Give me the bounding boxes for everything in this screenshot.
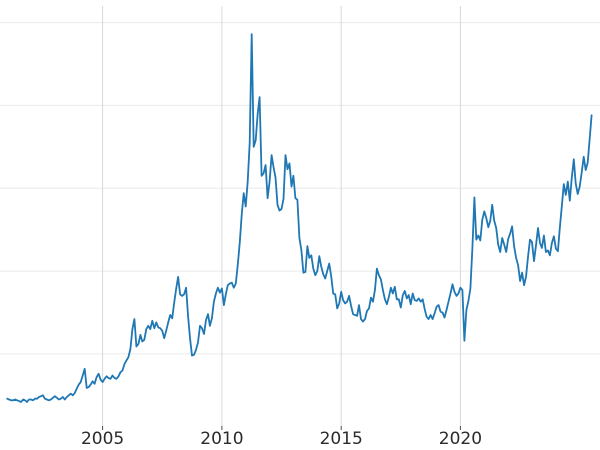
x-tick-label: 2015: [320, 429, 363, 449]
x-tick-label: 2010: [200, 429, 243, 449]
price-line-series: [6, 33, 593, 403]
x-tick-label: 2005: [81, 429, 124, 449]
x-tick-label: 2020: [439, 429, 482, 449]
